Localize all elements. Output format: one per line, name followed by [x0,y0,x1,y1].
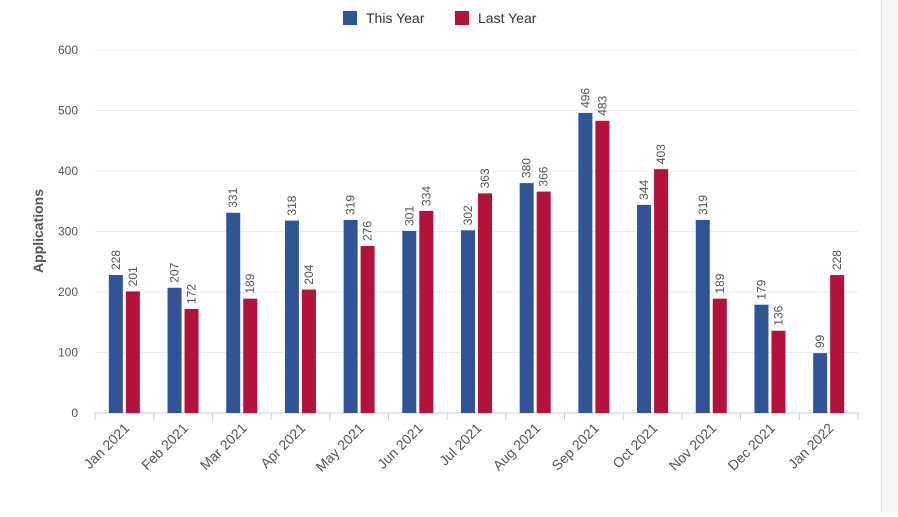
data-label: 302 [461,205,475,225]
data-label: 189 [243,273,257,293]
data-label: 99 [813,334,827,348]
x-tick-label: Jul 2021 [436,420,485,469]
data-label: 363 [478,168,492,188]
bar-this-year[interactable] [578,112,593,414]
data-label: 276 [361,221,375,241]
bar-this-year[interactable] [284,220,299,413]
gridlines [95,49,858,414]
legend-label: This Year [366,10,425,26]
data-label: 318 [285,195,299,215]
data-label: 301 [402,206,416,226]
bar-this-year[interactable] [519,183,534,413]
y-axis-title: Applications [30,189,46,273]
bar-this-year[interactable] [343,220,358,413]
data-label: 228 [109,250,123,270]
data-label: 201 [126,266,140,286]
y-tick-label: 400 [58,164,78,178]
bar-last-year[interactable] [830,275,845,413]
bar-this-year[interactable] [637,204,652,413]
bar-this-year[interactable] [167,287,182,413]
legend-label: Last Year [478,10,537,26]
data-label: 319 [696,195,710,215]
x-tick-label: Jan 2022 [785,420,837,472]
bar-this-year[interactable] [402,230,417,413]
bar-last-year[interactable] [595,120,610,413]
bar-last-year[interactable] [125,291,140,413]
y-axis: 0 100 200 300 400 500 600 [58,43,78,420]
bar-this-year[interactable] [108,275,123,413]
bar-last-year[interactable] [419,210,434,413]
x-tick-label: Jan 2021 [80,420,132,472]
y-tick-label: 300 [58,225,78,239]
data-label: 228 [830,250,844,270]
x-tick-label: Aug 2021 [490,420,544,474]
x-tick-label: Feb 2021 [138,420,191,473]
bar-this-year[interactable] [461,230,475,413]
data-label: 344 [637,180,651,200]
bar-last-year[interactable] [712,298,727,413]
y-tick-label: 500 [58,104,78,118]
x-tick-label: Nov 2021 [666,420,720,474]
x-axis: Jan 2021 Feb 2021 Mar 2021 Apr 2021 May 2021… [80,413,859,475]
bar-this-year[interactable] [226,212,241,413]
data-label: 204 [302,264,316,284]
x-tick-label: Dec 2021 [724,420,778,474]
legend-swatch [455,11,469,25]
x-tick-label: May 2021 [312,420,367,475]
scrollbar-track[interactable] [881,0,898,512]
legend-item-this-year[interactable]: This Year [343,10,425,26]
data-label: 331 [226,187,240,207]
data-label: 483 [595,95,609,115]
bar-last-year[interactable] [243,298,258,413]
bar-last-year[interactable] [478,193,492,413]
data-label: 403 [654,144,668,164]
y-tick-label: 600 [58,43,78,57]
data-label: 207 [168,262,182,282]
x-tick-label: Apr 2021 [257,420,309,472]
x-tick-label: Sep 2021 [548,420,602,474]
x-tick-label: Oct 2021 [609,420,661,472]
data-label: 319 [344,195,358,215]
data-label: 366 [537,166,551,186]
x-tick-label: Jun 2021 [374,420,426,472]
bar-last-year[interactable] [360,246,375,413]
y-tick-label: 100 [58,346,78,360]
bar-series [108,112,845,414]
bar-last-year[interactable] [771,330,786,413]
data-label: 179 [754,279,768,299]
legend-swatch [343,11,357,25]
data-label: 172 [185,284,199,304]
data-label: 380 [520,158,534,178]
bar-last-year[interactable] [536,191,551,413]
data-label: 496 [578,88,592,108]
y-tick-label: 0 [71,406,78,420]
legend[interactable]: This Year Last Year [343,10,537,26]
x-tick-label: Mar 2021 [197,420,250,473]
y-tick-label: 200 [58,285,78,299]
bar-this-year[interactable] [754,304,769,413]
bar-last-year[interactable] [301,289,316,413]
data-label: 334 [419,186,433,206]
bar-this-year[interactable] [695,220,710,413]
legend-item-last-year[interactable]: Last Year [455,10,537,26]
bar-this-year[interactable] [813,353,828,413]
bar-last-year[interactable] [184,308,199,413]
bar-last-year[interactable] [654,169,669,413]
data-label: 189 [713,273,727,293]
data-label: 136 [771,305,785,325]
